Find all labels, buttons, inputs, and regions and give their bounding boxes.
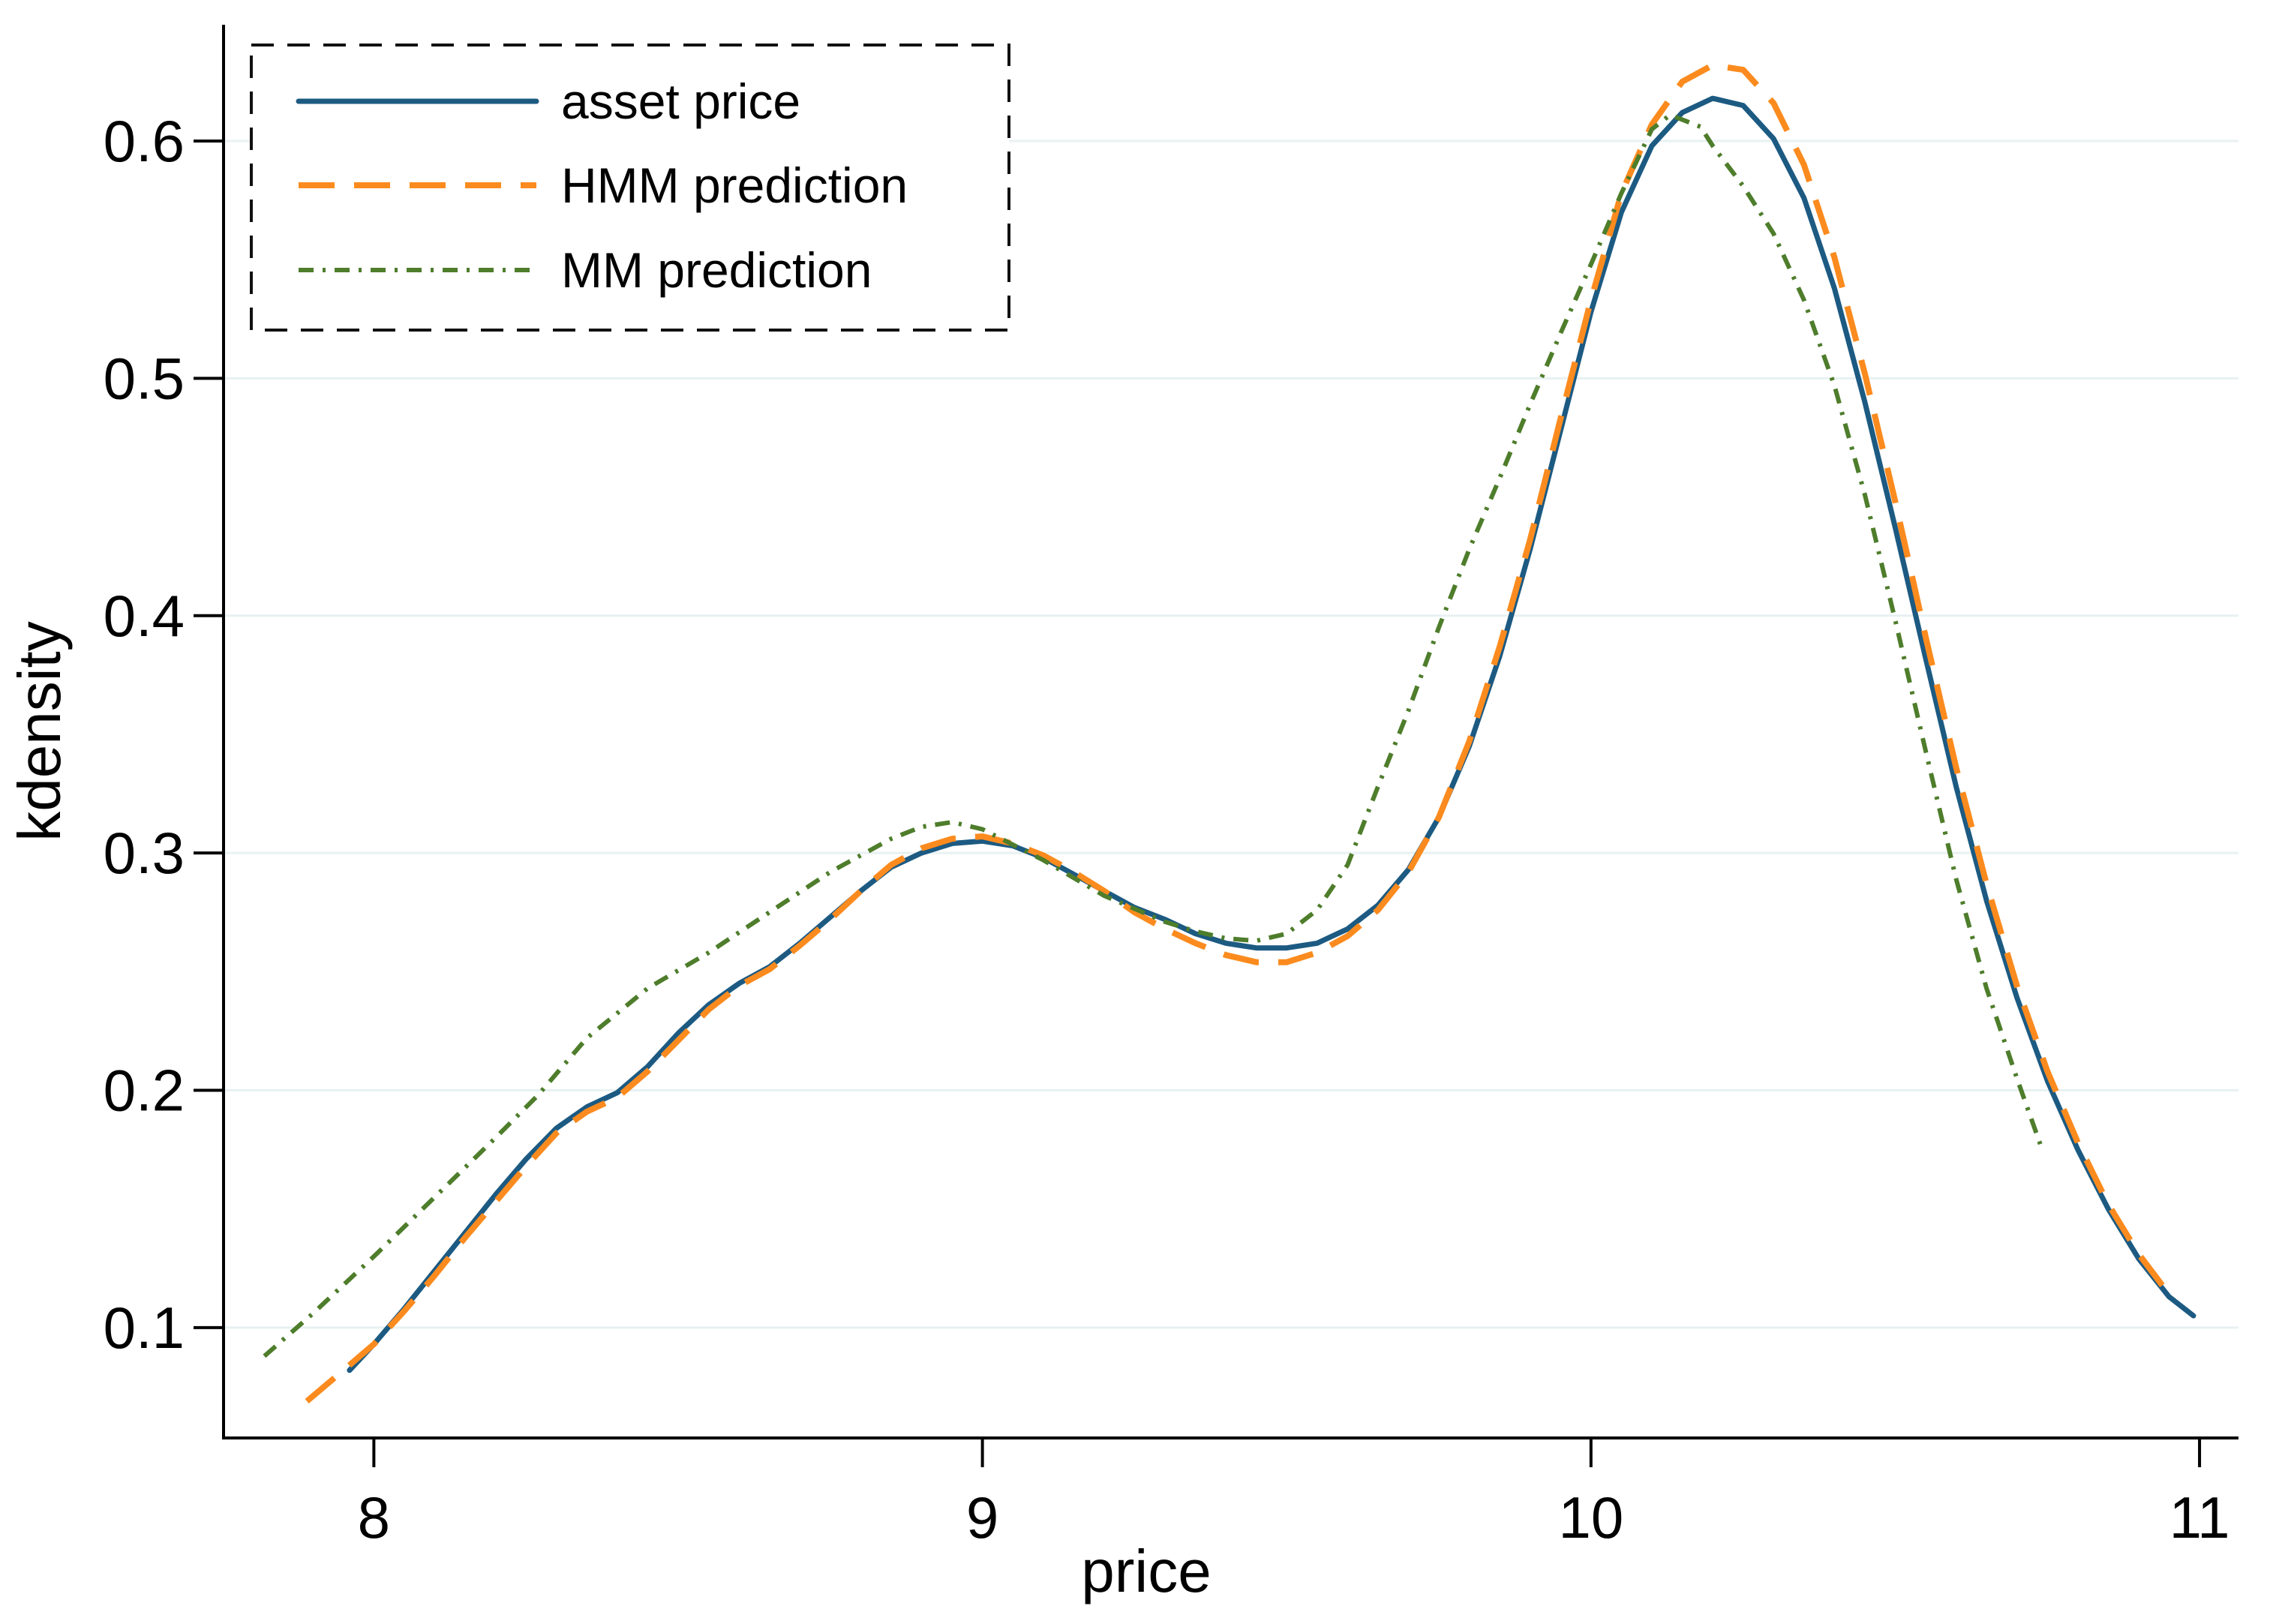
legend-label-mm-prediction: MM prediction: [561, 242, 872, 298]
y-tick-label-0.3: 0.3: [104, 820, 185, 886]
x-tick-label-11: 11: [2169, 1484, 2230, 1550]
x-axis-title: price: [1081, 1538, 1211, 1604]
y-tick-label-0.5: 0.5: [104, 345, 185, 411]
y-axis-title: kdensity: [6, 621, 73, 841]
legend-label-hmm-prediction: HMM prediction: [561, 158, 908, 213]
legend-samples: [296, 98, 539, 272]
x-tick-label-10: 10: [1558, 1484, 1623, 1550]
y-tick-label-0.2: 0.2: [104, 1058, 185, 1124]
y-tick-label-0.6: 0.6: [104, 108, 185, 174]
series-line-hmm-prediction: [305, 62, 2172, 1404]
x-tick-label-9: 9: [966, 1484, 998, 1550]
legend-label-asset-price: asset price: [561, 74, 800, 129]
series-line-mm-prediction: [263, 113, 2044, 1358]
x-tick-label-8: 8: [358, 1484, 390, 1550]
gridlines: [224, 140, 2238, 1329]
y-ticks: 0.1 0.2 0.3 0.4 0.5 0.6: [104, 108, 224, 1361]
series-line-asset-price: [347, 95, 2196, 1373]
series-curves: [263, 62, 2196, 1404]
y-tick-label-0.1: 0.1: [104, 1295, 185, 1361]
legend: asset price HMM prediction MM prediction: [250, 44, 1010, 332]
y-tick-label-0.4: 0.4: [104, 583, 185, 649]
x-ticks: 8 9 10 11: [358, 1438, 2230, 1550]
